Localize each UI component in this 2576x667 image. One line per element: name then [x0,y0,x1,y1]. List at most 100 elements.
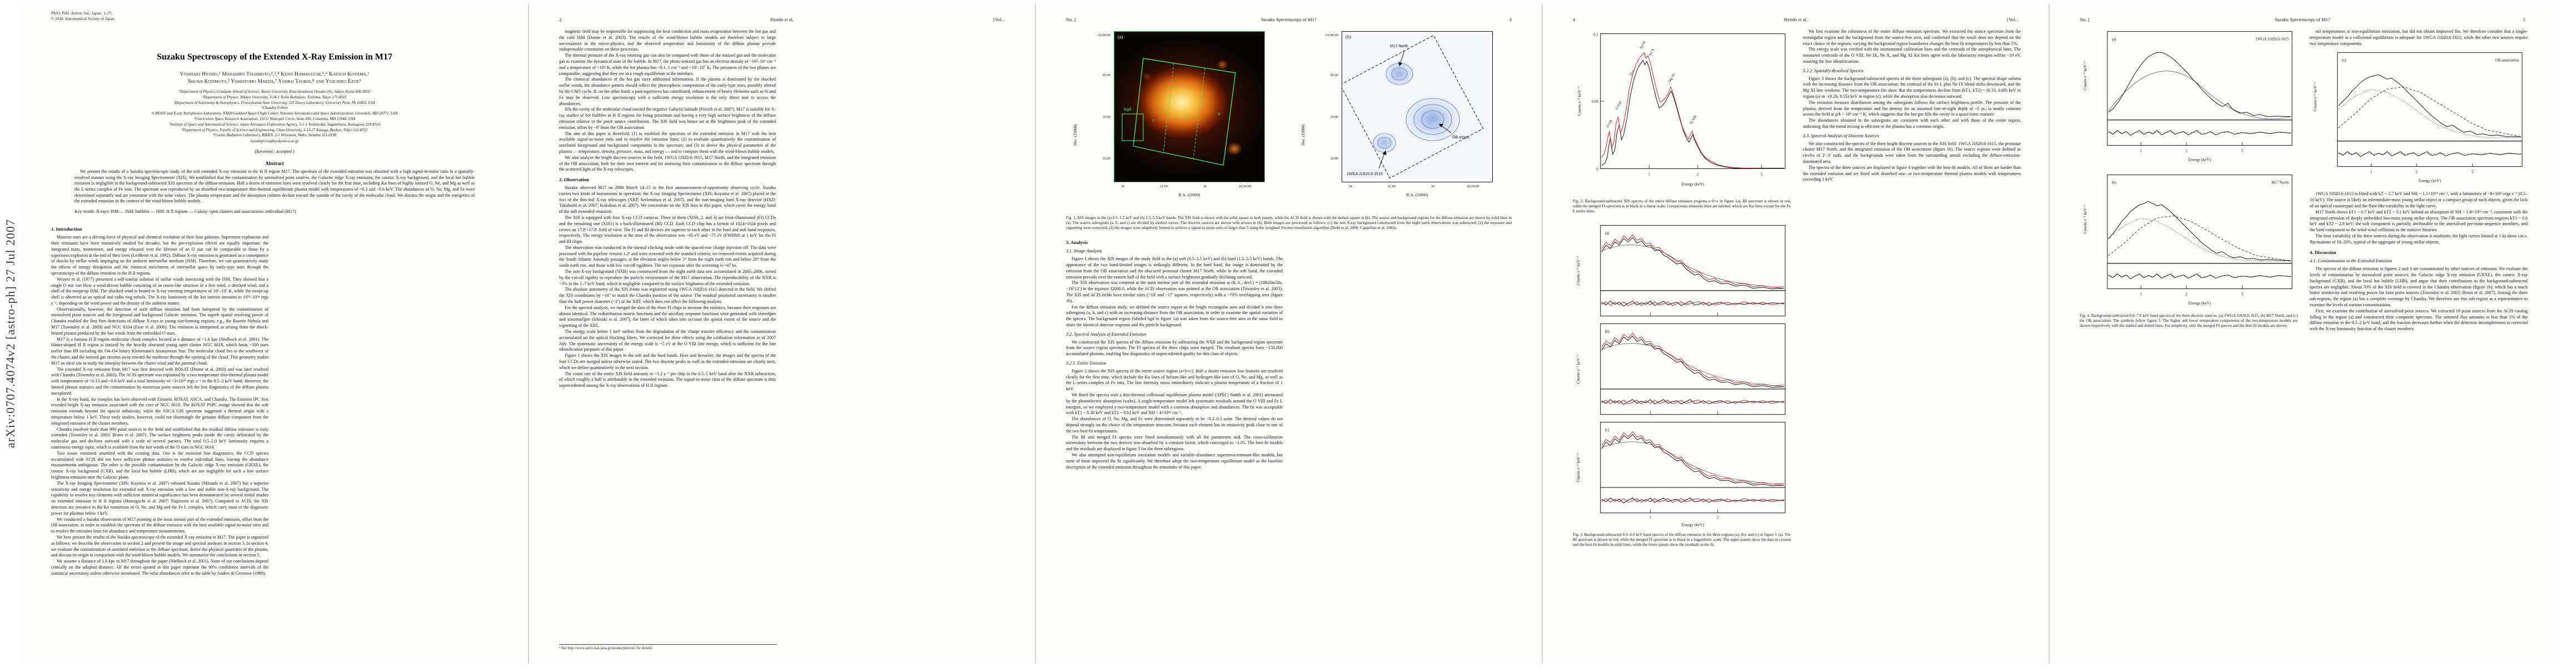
journal-header: PASJ: Publ. Astron. Soc. Japan , 1–??, ©… [51,11,115,22]
fig1a-y-tick: 15:00 [1102,157,1110,161]
journal-header-line2: © 2018. Astronomical Society of Japan. [51,16,116,21]
abstract-text: We present the results of a Suzaku spect… [74,169,475,204]
fig1b-x-tick: 30 [1348,185,1353,188]
section-3-2-1-heading: 3.2.1. Entire Emission [1066,360,1107,366]
page-2-body-columns: magnetic field may be responsible for su… [559,29,1005,610]
fig1a-region-a-label: a [1218,111,1220,116]
paragraph: The emission measure distribution among … [1803,99,2021,117]
fig1a-x-tick: 30 [1203,185,1207,188]
paragraph: For the diffuse emission study, we defin… [1066,304,1283,327]
fig2-y-tick: 0.1 [1593,33,1598,37]
fig4b-spectrum [2108,201,2291,261]
paragraph: The absolute astrometry of the XIS frame… [559,287,776,305]
page-1: PASJ: Publ. Astron. Soc. Japan , 1–??, ©… [21,3,528,664]
volume-reference: [Vol. , [2007,17,2019,22]
page-number: 3 [1509,17,1512,22]
running-header: No. ] Suzaku Spectroscopy of M17 3 [1066,17,1512,22]
fig1a-x-axis-title: R.A. (J2000) [1178,192,1200,197]
figure-4c-plot: (c) OB association 1 2 5 Energy (keV) Co… [2313,52,2523,183]
discrete-sources-paragraphs: We also constructed the spectra of the t… [1803,141,2021,183]
paragraph: magnetic field may be responsible for su… [559,29,776,52]
entire-emission-continuation: We first examine the robustness of the e… [1803,29,2021,65]
fig1b-hard-band-image: (b) [1342,31,1493,182]
section-4-heading: 4. Discussion [2310,249,2336,255]
fig2-y-tick: 0.05 [1592,99,1599,104]
fig4a-x-tick: 5 [2241,149,2244,153]
fig3-x-tick: 2 [1717,515,1719,519]
fig1b-y-tick: 15:00 [1330,157,1338,161]
paragraph: Massive stars are a driving force of phy… [51,235,268,276]
paragraph: We assume a distance of 1.6 kpc to M17 t… [51,559,268,576]
fig1b-y-tick: 05:00 [1330,73,1338,77]
paragraph: The abundances obtained in the subregion… [1803,118,2021,129]
paragraph: Figure 1 shows the XIS images of the stu… [1066,256,1283,280]
fig4a-y-axis-title: Counts s⁻¹ keV⁻¹ [2082,61,2087,91]
fig4a-x-tick: 2 [2185,149,2188,153]
figure-1b: Dec. (J2000) -16:00:00 05:00 10:00 15:00… [1294,28,1512,212]
figure-2-caption: Fig. 2. Background-subtracted XIS spectr… [1573,199,1791,214]
fig2-fi-spectrum [1601,59,1785,168]
page-number: 4 [1573,17,1576,22]
fig1a-soft-band-image: (a) bgd a b c [1114,31,1265,182]
running-header: 2 Hyodo et al. [Vol. , [559,17,1005,22]
paragraph: The non-X-ray background (NXB) was const… [559,269,776,286]
fig3-panel-a-label: (a) [1605,231,1610,235]
paragraph: The count rate of the entire XIS field a… [559,371,776,389]
discrete-sources-continuation: tail temperatures at non-equilibrium ion… [2310,29,2528,47]
fig3-panel-b-label: (b) [1605,329,1610,334]
affiliation-line: ¹Department of Physics, Graduate School … [178,90,371,94]
paragraph: The aim of this paper is threefold: (1) … [559,131,776,154]
paragraph: We fitted the spectra with a thin-therma… [1066,392,1283,416]
paragraph: The observation was conducted in the nor… [559,245,776,268]
fig1a-region-c-label: c [1152,118,1154,123]
fig1b-panel-label: (b) [1346,34,1351,39]
figure-2-plot: 0 0.05 0.1 1 2 5 O VII O VIII Fe L Ne IX… [1577,33,1786,186]
entire-emission-paragraphs: Figure 2 shows the XIS spectra of the en… [1066,369,1283,471]
fig4a-spectrum [2108,52,2291,117]
paragraph: The energy scale below 1 keV suffers fro… [559,329,776,352]
fig2-line-label-mgxi: Mg XI [1668,73,1676,83]
fig1b-x-axis-title: R.A. (J2000) [1406,192,1428,197]
observation-paragraphs: Suzaku observed M17 on 2006 March 14–15 … [559,185,776,389]
paper-title: Suzaku Spectroscopy of the Extended X-Ra… [157,52,392,62]
page-3: No. ] Suzaku Spectroscopy of M17 3 Dec. … [1035,3,1542,664]
fig1b-ob-assoc-label: OB assoc. [1452,136,1470,140]
paragraph: fills the cavity of the molecular cloud … [559,107,776,130]
fig4a-x-tick: 1 [2140,149,2142,153]
fig3-x-axis-title: Energy (keV) [1682,522,1705,527]
figure-4b-plot: (b) M17 North 1 2 5 Energy (keV) Counts … [2082,175,2293,305]
paragraph: The energy scale was verified with the i… [1803,47,2021,64]
page-number: 5 [2523,17,2525,22]
paragraph: We conducted a Suzaku observation of M17… [51,516,268,534]
fig2-y-tick: 0 [1596,167,1598,171]
fig4c-panel-label: (c) [2342,58,2346,63]
fig1b-x-tick: 30 [1431,185,1435,188]
paragraph: For the spectral analysis, we merged the… [559,305,776,328]
fig2-line-label-oviii: O VIII [1615,101,1622,111]
paragraph: We here present the results of the Suzak… [51,534,268,558]
fig1a-x-tick: 21:00 [1159,185,1168,188]
paragraph: The thermal pressure of the X-ray emitti… [559,53,776,76]
section-3-heading: 3. Analysis [1066,239,1088,245]
paragraph: The extended X-ray emission from M17 was… [51,366,268,396]
paragraph: The chemical abundances of the hot gas c… [559,77,776,106]
paragraph: Two issues remained unsettled with the e… [51,450,268,480]
affiliation-line: ⁸Department of Physics, Faculty of Scien… [181,128,368,132]
paragraph: tail temperatures at non-equilibrium ion… [2310,29,2528,46]
paragraph: Suzaku observed M17 on 2006 March 14–15 … [559,185,776,215]
affiliation-line: ⁶Universities Space Research Association… [193,117,356,121]
paragraph: The time variability of the three source… [2310,233,2528,245]
fig1a-bgd-label: bgd [1124,107,1131,112]
page-strip: PASJ: Publ. Astron. Soc. Japan , 1–??, ©… [21,3,2555,664]
paragraph: Figure 1 shows the XIS images in the sof… [559,353,776,370]
paragraph: The spectra of the three sources are dis… [1803,165,2021,182]
fig2-y-axis-title: Counts s⁻¹ keV⁻¹ [1577,87,1582,116]
paragraph: The XIS observation was centered at the … [1066,280,1283,303]
fig2-x-axis-title: Energy (keV) [1682,181,1705,186]
discrete-source-results-paragraphs: 1WGA J1820.6-1615 is fitted with kT ~ 2.… [2310,191,2528,245]
paragraph: Chandra resolved more than 900 point sou… [51,426,268,450]
fig1a-x-tick: 30 [1120,185,1125,188]
fig1a-x-tick: 18:20:00 [1238,185,1252,188]
introduction-paragraphs: Massive stars are a driving force of phy… [51,235,268,576]
paragraph: Weaver et al. (1977) presented a self-si… [51,276,268,306]
